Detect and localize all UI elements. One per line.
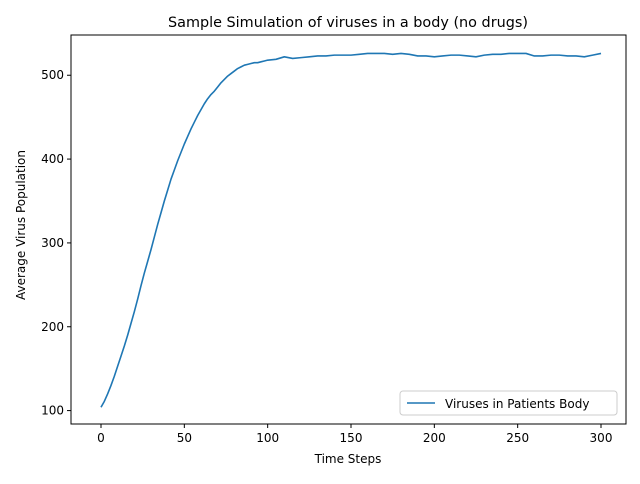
legend: Viruses in Patients Body (399, 390, 618, 416)
plot-area: 0 50 100 150 200 250 300 100 200 300 400 500 (41, 34, 627, 445)
chart-title: Sample Simulation of viruses in a body (… (168, 15, 528, 31)
x-axis-label: Time Steps (314, 452, 382, 466)
y-tick-label: 500 (41, 68, 64, 82)
x-tick-label: 200 (423, 431, 446, 445)
series-line-0 (100, 52, 602, 408)
x-tick-label: 0 (97, 431, 105, 445)
x-tick-label: 250 (506, 431, 529, 445)
y-tick-label: 100 (41, 404, 64, 418)
x-tick-label: 100 (256, 431, 279, 445)
axes-frame (70, 34, 627, 425)
x-tick-label: 50 (177, 431, 192, 445)
x-tick-label: 150 (340, 431, 363, 445)
legend-entry: Viruses in Patients Body (445, 397, 589, 411)
y-tick-label: 300 (41, 236, 64, 250)
y-axis-label: Average Virus Population (14, 150, 28, 300)
y-tick-label: 400 (41, 152, 64, 166)
legend-box (399, 390, 618, 416)
y-tick-label: 200 (41, 320, 64, 334)
x-tick-label: 300 (590, 431, 613, 445)
